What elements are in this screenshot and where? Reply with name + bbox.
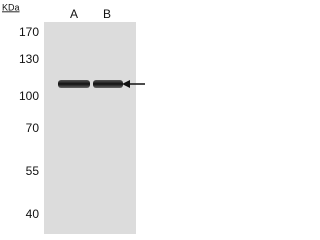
marker-label: 40 (26, 207, 40, 221)
gel (44, 22, 136, 234)
marker-label: 170 (19, 25, 39, 39)
arrow-head (122, 80, 130, 88)
marker-label: 70 (26, 121, 40, 135)
marker-label: 130 (19, 52, 39, 66)
lane-label: B (103, 7, 111, 21)
marker-label: 55 (26, 164, 40, 178)
unit-label: KDa (2, 2, 20, 12)
lane-label: A (70, 7, 78, 21)
marker-label: 100 (19, 89, 39, 103)
band (93, 80, 123, 88)
band (58, 80, 90, 88)
marker-labels: 170 130 100 70 55 40 (19, 25, 39, 221)
